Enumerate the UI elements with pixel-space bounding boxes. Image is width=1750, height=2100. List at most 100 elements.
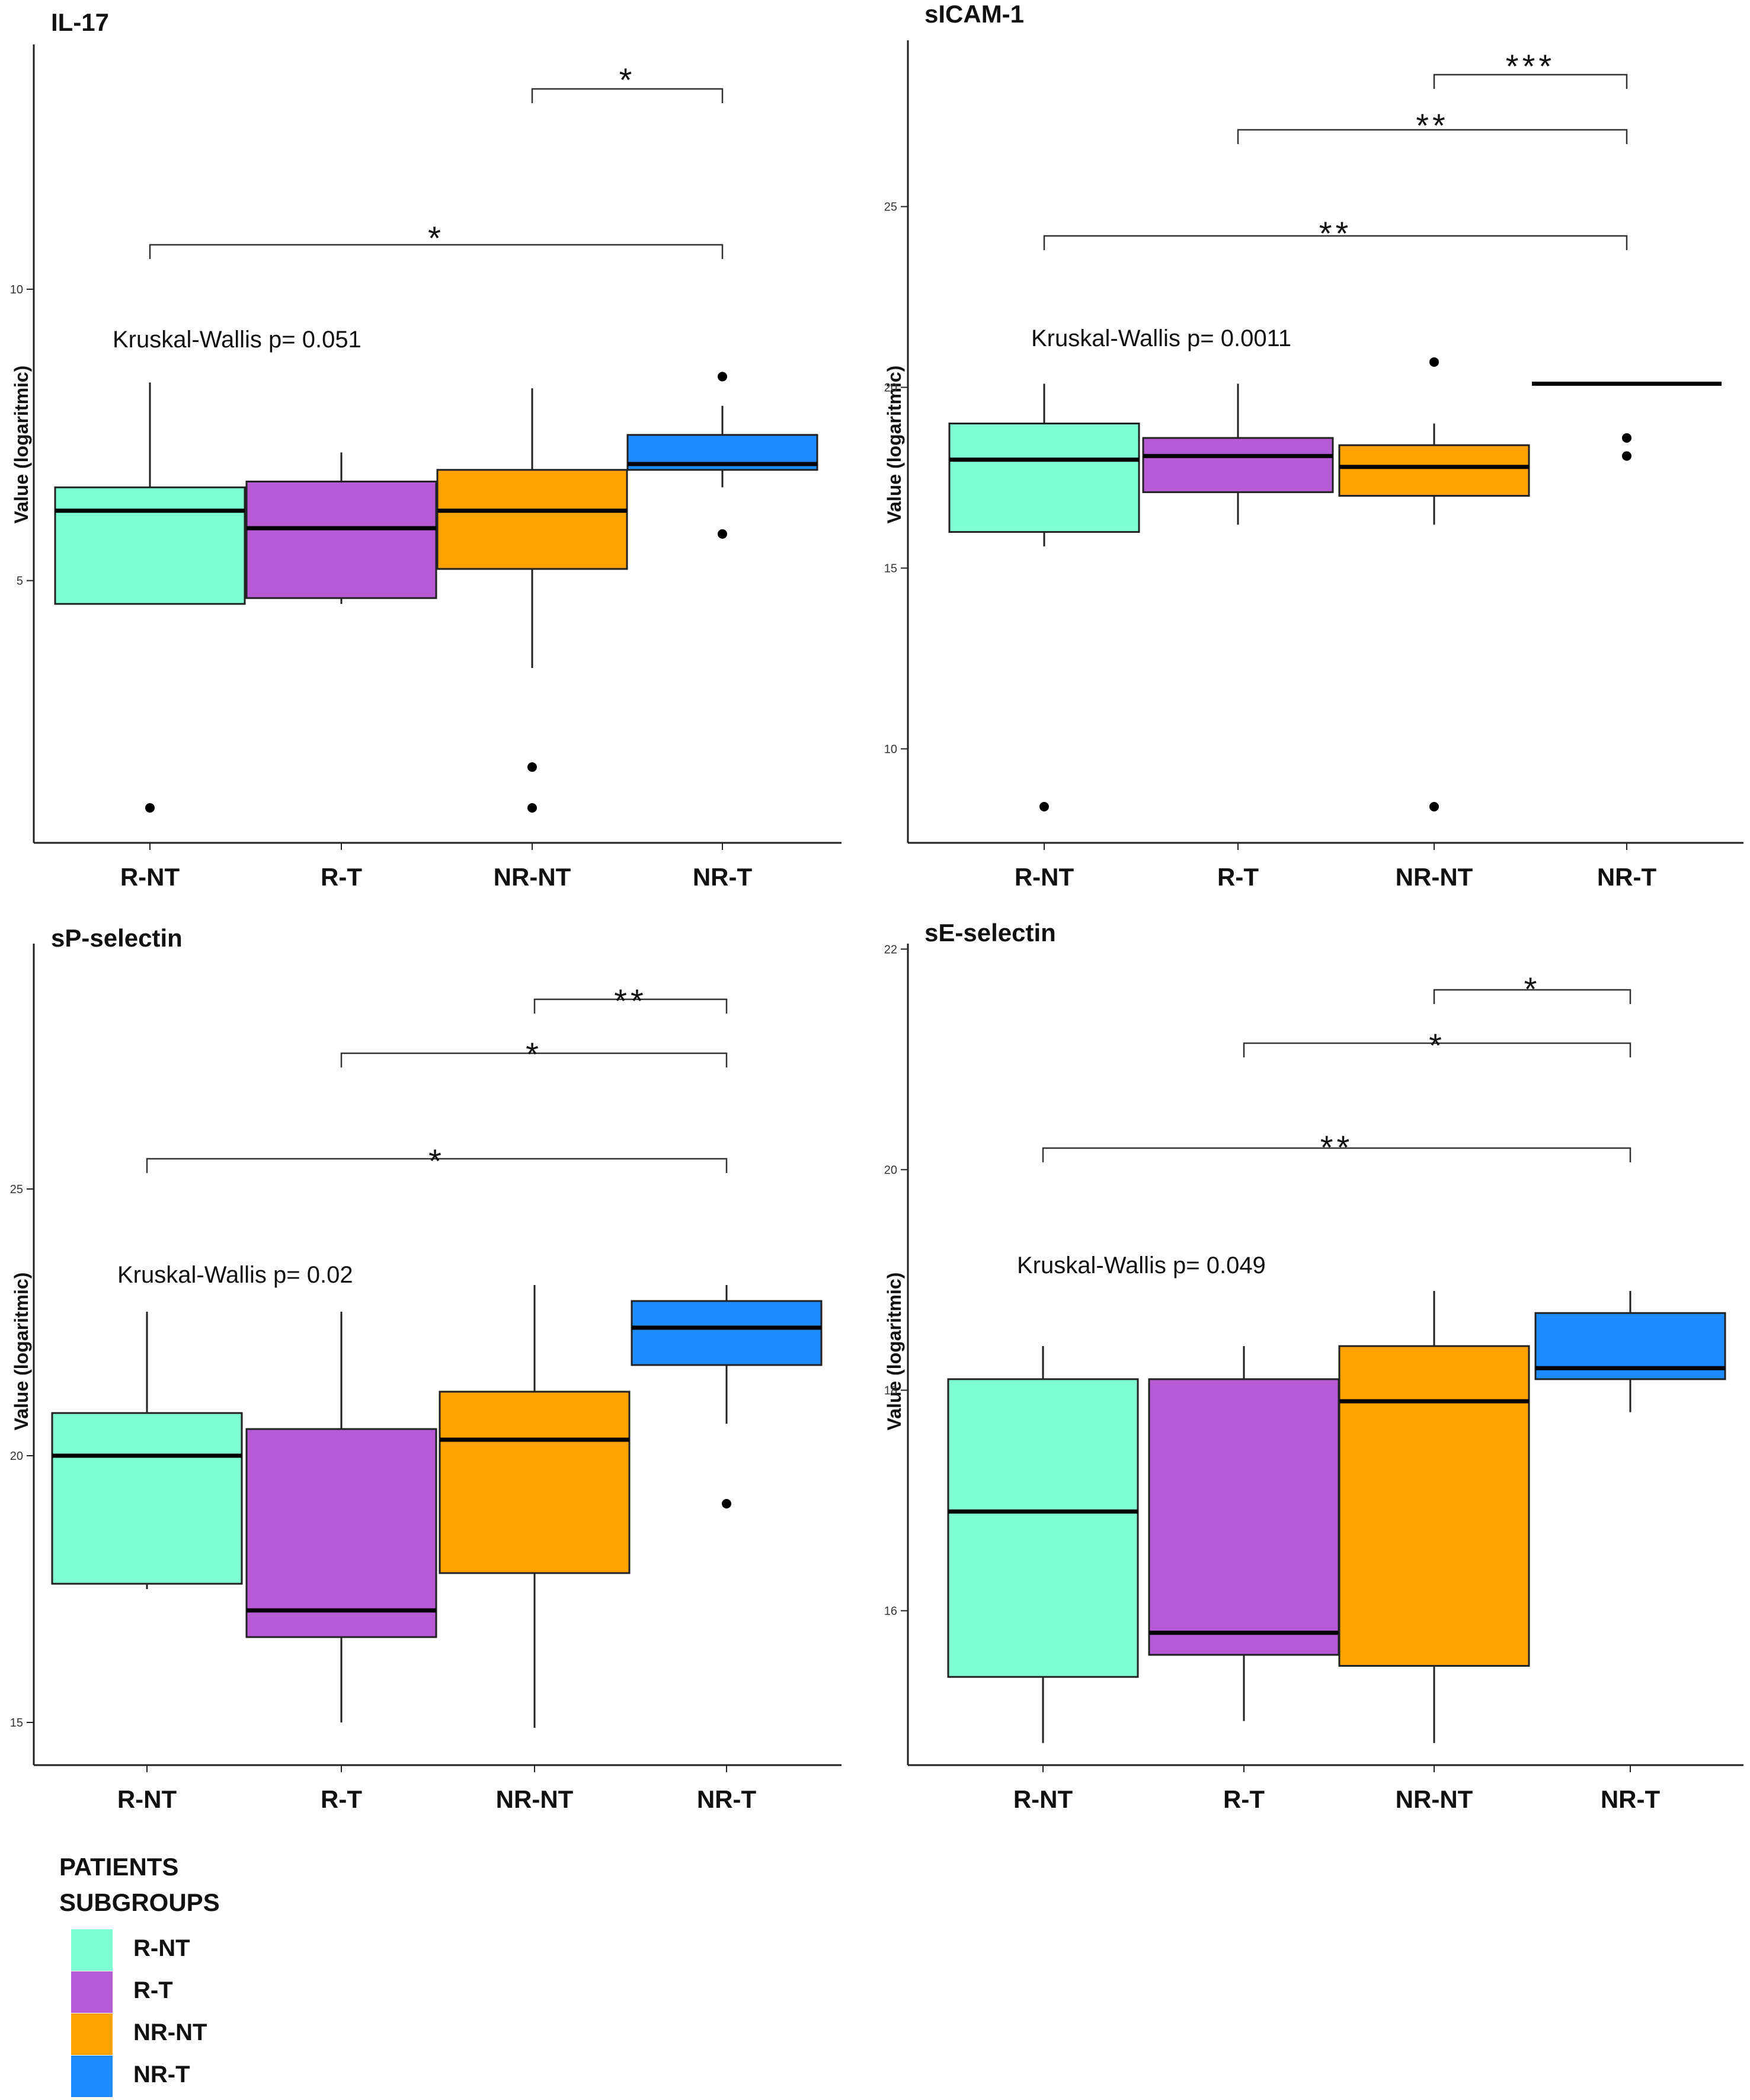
bracket-line [1237,129,1628,144]
box-iqr [245,480,437,599]
y-tick-label: 25 [884,201,897,214]
legend-label-nr-nt: NR-NT [133,2019,207,2045]
significance-label: ** [1416,107,1449,144]
significance-label: *** [1506,47,1555,85]
box-nr-nt [439,1285,631,1728]
bracket-line [1243,1042,1631,1057]
chart-title: IL-17 [51,8,109,36]
y-tick-label: 5 [17,575,23,588]
y-tick-label: 10 [10,283,23,296]
significance-bracket: ** [1043,215,1628,252]
bracket-line [533,998,728,1014]
outlier-point [1622,451,1631,461]
box-iqr [1338,1345,1530,1667]
significance-label: * [428,219,444,257]
bracket-line [1433,989,1631,1004]
y-tick-label: 15 [884,562,897,575]
legend-title-line1: PATIENTS [59,1853,179,1881]
significance-label: * [526,1035,542,1073]
kruskal-wallis-annotation: Kruskal-Wallis p= 0.0011 [1031,325,1291,351]
x-tick-label-nr-t: NR-T [697,1785,757,1813]
legend-swatch-nr-nt [71,2013,113,2055]
x-tick-label-r-t: R-T [321,863,362,891]
x-tick-label-r-nt: R-NT [1015,863,1074,891]
x-tick-label-r-nt: R-NT [1013,1785,1073,1813]
y-axis-label: Value (logaritmic) [11,366,32,524]
x-tick-label-r-nt: R-NT [120,863,180,891]
significance-bracket: * [1433,970,1631,1008]
outlier-point [527,803,537,813]
box-iqr [947,1378,1139,1678]
y-tick-label: 20 [10,1450,23,1463]
chart-title: sICAM-1 [924,0,1024,28]
y-tick-label: 10 [884,743,897,756]
outlier-point [1622,433,1631,443]
significance-label: ** [1320,1129,1354,1166]
x-tick-label-r-t: R-T [321,1785,362,1813]
box-iqr [54,486,246,605]
legend-swatch-r-nt [71,1929,113,1971]
legend-item-r-t: R-T [71,1971,249,2013]
significance-label: * [1524,970,1541,1008]
kruskal-wallis-annotation: Kruskal-Wallis p= 0.02 [117,1262,353,1288]
box-iqr [436,469,628,570]
panel-sp-selectin: sP-selectin Value (logaritmic) 15 20 25 R-NT R… [10,924,842,1813]
box-iqr [1142,437,1334,493]
significance-bracket: * [1243,1027,1631,1064]
y-tick-label: 20 [884,1164,897,1177]
legend-swatch-nr-t [71,2056,113,2097]
legend-item-nr-t: NR-T [71,2056,249,2097]
panel-se-selectin: sE-selectin Value (logaritmic) 16 18 20 22 R-N… [884,919,1743,1813]
box-nr-nt [1338,1291,1530,1743]
legend-item-nr-nt: NR-NT [71,2013,249,2055]
box-iqr [948,423,1140,533]
x-tick-label-nr-nt: NR-NT [1396,1785,1473,1813]
x-tick-label-r-t: R-T [1217,863,1259,891]
box-r-t [245,452,437,604]
box-iqr [245,1428,437,1638]
box-iqr [1338,444,1530,497]
x-tick-label-r-nt: R-NT [117,1785,177,1813]
y-tick-label: 22 [884,943,897,956]
outlier-point [718,372,727,382]
y-tick-label: 16 [884,1605,897,1618]
box-nr-nt [436,388,628,813]
y-tick-label: 18 [884,1384,897,1397]
x-tick-label-r-t: R-T [1223,1785,1265,1813]
kruskal-wallis-annotation: Kruskal-Wallis p= 0.049 [1017,1252,1266,1278]
significance-label: * [428,1142,445,1180]
box-r-nt [54,382,246,813]
x-tick-label-nr-nt: NR-NT [1396,863,1473,891]
significance-bracket: * [531,61,724,103]
bracket-line [146,1158,728,1173]
outlier-point [1039,802,1049,812]
significance-label: ** [1319,215,1352,252]
box-nr-nt [1338,357,1530,812]
bracket-line [340,1052,728,1067]
legend-label-nr-t: NR-T [133,2061,190,2088]
x-tick-label-nr-nt: NR-NT [496,1785,574,1813]
outlier-point [1429,802,1439,812]
box-nr-t [631,1285,823,1508]
legend: PATIENTS SUBGROUPS R-NT R-T NR-NT NR-T [59,1849,220,2097]
x-tick-label-nr-t: NR-T [693,863,753,891]
box-iqr [51,1412,243,1585]
outlier-point [718,529,727,539]
box-nr-t [1532,381,1722,461]
box-iqr [439,1391,631,1574]
box-nr-t [626,372,818,539]
significance-label: * [619,61,636,98]
significance-bracket: * [149,219,724,259]
significance-label: * [1429,1027,1445,1064]
bracket-line [531,88,724,103]
x-tick-label-nr-t: NR-T [1601,1785,1661,1813]
significance-bracket: ** [1237,107,1628,144]
chart-title: sP-selectin [51,924,183,952]
box-r-t [1142,383,1334,525]
legend-label-r-t: R-T [133,1977,173,2003]
legend-label-r-nt: R-NT [133,1935,190,1961]
box-r-t [1148,1346,1340,1721]
bracket-line [1433,73,1628,89]
box-r-nt [948,383,1140,812]
